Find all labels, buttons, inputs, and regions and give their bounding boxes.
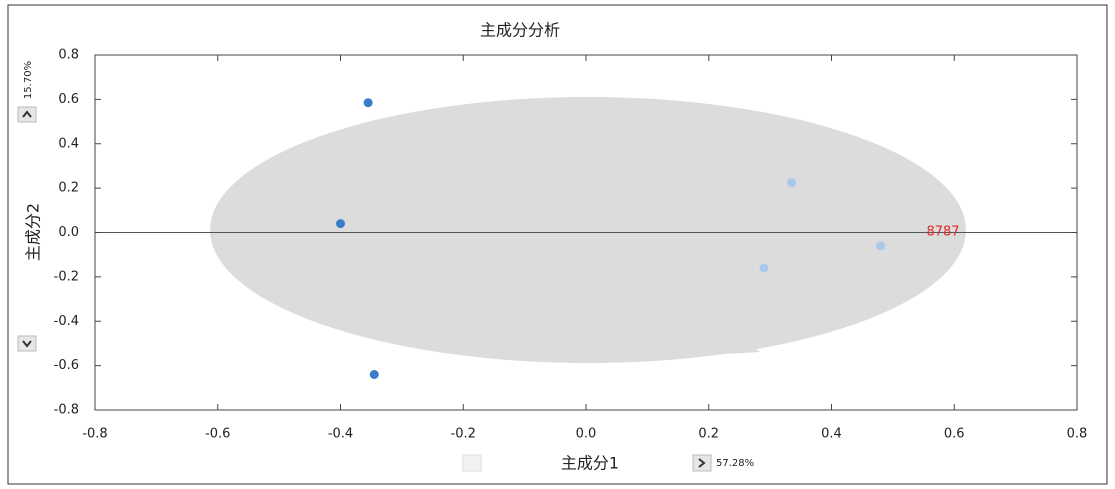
scroll-left-button[interactable] [462,454,482,472]
arrow-icon [698,458,706,468]
point [876,241,886,251]
x-tick-label: -0.6 [205,427,230,442]
point [369,370,379,379]
y-tick-label: -0.8 [54,403,79,418]
x-axis-label: 主成分1 [561,454,619,473]
chart-title: 主成分分析 [480,21,560,40]
x-tick-label: -0.2 [451,427,476,442]
x-tick-label: 0.0 [576,427,597,442]
x-tick-label: 0.6 [944,427,965,442]
x-tick-label: 0.8 [1067,427,1088,442]
x-tick-label: -0.8 [82,427,107,442]
scroll-up-button[interactable] [17,106,37,123]
x-tick-label: 0.4 [821,427,842,442]
y-tick-label: 0.0 [58,225,79,240]
annotation: 8787 [926,225,959,240]
y-tick-label: 0.8 [58,48,79,63]
point [759,263,769,273]
scroll-down-button[interactable] [17,335,37,352]
point [363,98,373,108]
y-variance: 15.70% [23,61,34,99]
arrow-icon [22,110,32,118]
x-variance: 57.28% [716,458,754,469]
y-tick-label: -0.2 [54,269,79,284]
x-tick-label: 0.2 [698,427,719,442]
arrow-icon [22,340,32,348]
y-tick-label: -0.6 [54,358,79,373]
x-tick-label: -0.4 [328,427,353,442]
y-tick-label: -0.4 [54,314,79,329]
score-cloud-lower [240,260,760,357]
point [787,178,797,188]
y-tick-label: 0.6 [58,92,79,107]
y-tick-label: 0.2 [58,181,79,196]
scroll-right-button[interactable] [692,454,712,472]
y-axis-label: 主成分2 [24,203,43,261]
point [336,219,345,229]
y-tick-label: 0.4 [58,136,79,151]
